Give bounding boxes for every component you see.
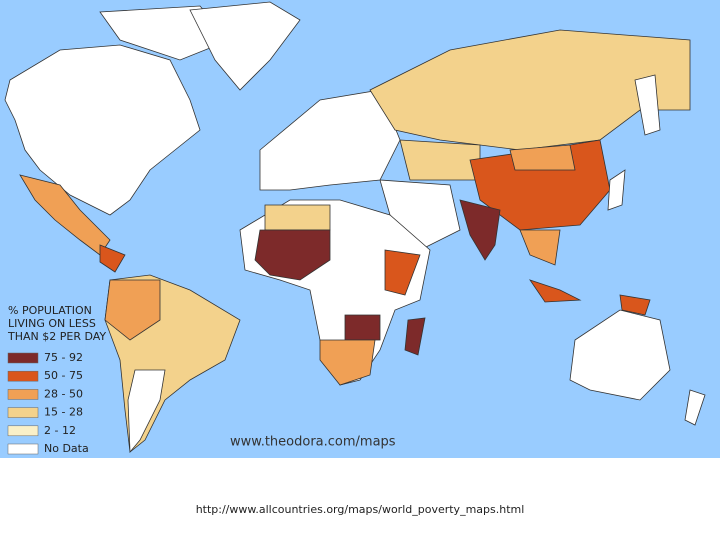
legend-label: No Data xyxy=(44,442,89,455)
australia xyxy=(569,309,671,401)
legend-title: % POPULATION xyxy=(8,304,92,317)
central-asia xyxy=(399,139,481,181)
andean-region xyxy=(104,279,161,341)
southern-cone xyxy=(127,369,166,454)
legend-title: LIVING ON LESS xyxy=(8,317,96,330)
new-zealand xyxy=(684,389,706,426)
map xyxy=(4,1,706,454)
west-africa xyxy=(254,229,331,281)
legend-swatch xyxy=(7,389,39,400)
new-guinea xyxy=(619,294,651,316)
japan xyxy=(607,169,626,211)
caption: http://www.allcountries.org/maps/world_p… xyxy=(196,503,525,516)
southern-africa xyxy=(319,339,376,386)
legend-swatch xyxy=(7,370,39,382)
southeast-asia xyxy=(519,229,561,266)
greenland xyxy=(189,1,301,91)
middle-east xyxy=(379,179,461,251)
legend-swatch xyxy=(7,425,39,437)
central-america xyxy=(99,244,126,273)
legend-label: 15 - 28 xyxy=(44,406,83,419)
kamchatka xyxy=(634,74,661,136)
indonesia xyxy=(529,279,582,303)
madagascar xyxy=(404,317,426,356)
legend-swatch xyxy=(7,352,39,364)
legend-label: 2 - 12 xyxy=(44,424,76,437)
legend-title: THAN $2 PER DAY xyxy=(7,330,106,343)
north-america xyxy=(4,44,201,216)
india xyxy=(459,199,501,261)
russia xyxy=(369,29,691,151)
east-africa xyxy=(384,249,421,296)
legend-swatch xyxy=(7,443,39,455)
legend-label: 28 - 50 xyxy=(44,387,83,400)
sahara xyxy=(264,204,331,231)
legend-swatch xyxy=(7,407,39,418)
legend-label: 50 - 75 xyxy=(44,369,83,382)
legend-label: 75 - 92 xyxy=(44,351,83,364)
mongolia xyxy=(509,144,576,171)
watermark: www.theodora.com/maps xyxy=(230,435,396,450)
central-southern-africa xyxy=(344,314,381,341)
